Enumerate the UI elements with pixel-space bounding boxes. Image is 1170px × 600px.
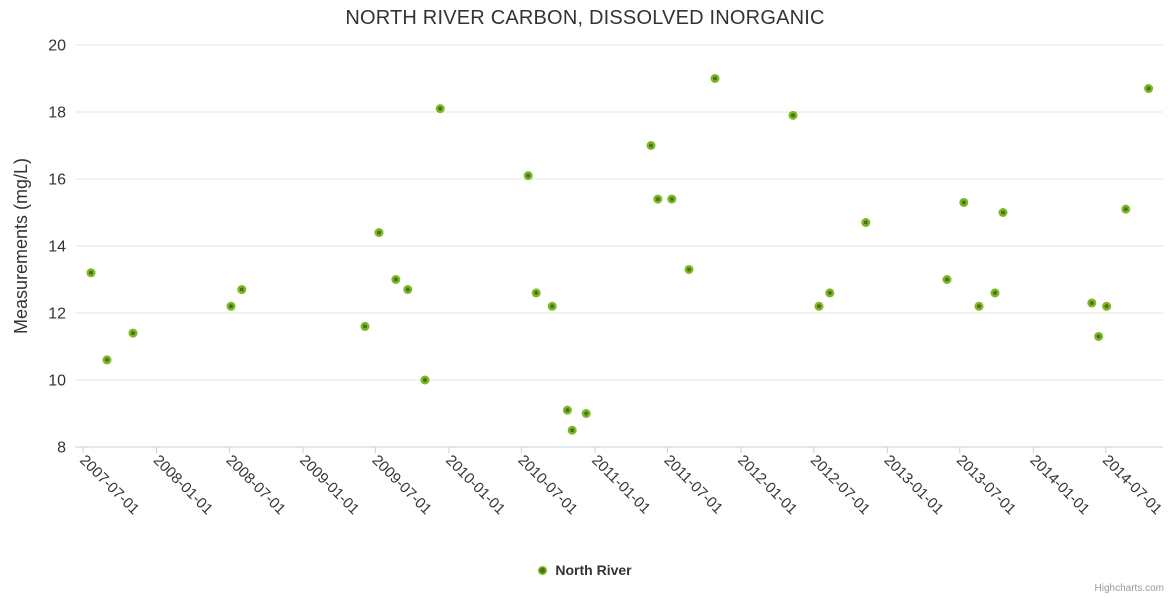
x-axis-tick-label: 2008-01-01 xyxy=(150,452,216,518)
data-point[interactable] xyxy=(974,301,984,311)
data-point[interactable] xyxy=(420,375,430,385)
data-point[interactable] xyxy=(86,268,96,278)
y-axis-tick-label: 16 xyxy=(48,172,66,189)
chart-title: NORTH RIVER CARBON, DISSOLVED INORGANIC xyxy=(345,7,825,29)
data-point[interactable] xyxy=(861,218,871,228)
x-axis-tick-label: 2010-07-01 xyxy=(515,452,581,518)
data-point[interactable] xyxy=(562,405,572,415)
y-axis-title: Measurements (mg/L) xyxy=(11,157,31,335)
y-axis-tick-label: 18 xyxy=(48,105,66,122)
data-point[interactable] xyxy=(435,104,445,114)
data-point[interactable] xyxy=(814,301,824,311)
data-point[interactable] xyxy=(1094,331,1104,341)
legend-item-label: North River xyxy=(555,562,632,578)
data-point[interactable] xyxy=(788,110,798,120)
x-axis-tick-label: 2013-07-01 xyxy=(953,452,1019,518)
data-point[interactable] xyxy=(531,288,541,298)
x-axis-tick-label: 2012-01-01 xyxy=(734,452,800,518)
data-point[interactable] xyxy=(959,197,969,207)
data-point[interactable] xyxy=(360,321,370,331)
x-axis-tick-label: 2011-07-01 xyxy=(661,452,726,517)
data-point[interactable] xyxy=(581,409,591,418)
y-axis-tick-label: 12 xyxy=(48,306,66,323)
x-axis-tick-label: 2009-01-01 xyxy=(296,452,362,518)
credits-link[interactable]: Highcharts.com xyxy=(1094,583,1164,594)
data-point[interactable] xyxy=(237,285,247,295)
data-point[interactable] xyxy=(653,194,663,204)
x-axis-tick-label: 2010-01-01 xyxy=(442,452,508,518)
x-axis-tick-label: 2012-07-01 xyxy=(807,452,873,518)
x-axis-tick-label: 2014-01-01 xyxy=(1027,452,1093,518)
y-axis-tick-label: 8 xyxy=(57,440,66,457)
data-point[interactable] xyxy=(825,288,835,298)
data-point[interactable] xyxy=(523,171,533,181)
x-axis-tick-label: 2007-07-01 xyxy=(76,452,142,518)
x-axis-tick-label: 2009-07-01 xyxy=(369,452,435,518)
data-point[interactable] xyxy=(990,288,1000,298)
data-point[interactable] xyxy=(998,208,1008,217)
x-axis-tick-label: 2014-07-01 xyxy=(1099,452,1165,518)
series-marker-icon xyxy=(538,565,548,575)
data-point[interactable] xyxy=(1144,84,1154,94)
x-axis-tick-label: 2013-01-01 xyxy=(881,452,947,518)
data-point[interactable] xyxy=(226,301,236,311)
data-point[interactable] xyxy=(567,425,577,435)
y-axis-tick-label: 14 xyxy=(48,239,66,256)
data-point[interactable] xyxy=(128,328,138,338)
data-point[interactable] xyxy=(403,285,413,295)
data-point[interactable] xyxy=(684,264,694,274)
y-axis-tick-label: 10 xyxy=(48,373,66,390)
y-axis-tick-label: 20 xyxy=(48,38,66,55)
data-point[interactable] xyxy=(1087,298,1097,308)
data-point[interactable] xyxy=(102,355,112,365)
data-point[interactable] xyxy=(646,141,656,150)
data-point[interactable] xyxy=(1102,301,1112,311)
data-point[interactable] xyxy=(1121,204,1131,214)
data-point[interactable] xyxy=(710,74,720,83)
legend[interactable]: North River xyxy=(0,562,1170,578)
data-point[interactable] xyxy=(374,228,384,238)
data-point[interactable] xyxy=(942,275,952,284)
x-axis-tick-label: 2008-07-01 xyxy=(223,452,289,518)
x-axis-tick-label: 2011-01-01 xyxy=(588,452,653,517)
data-point[interactable] xyxy=(391,275,401,284)
data-point[interactable] xyxy=(547,301,557,311)
data-point[interactable] xyxy=(667,194,677,204)
